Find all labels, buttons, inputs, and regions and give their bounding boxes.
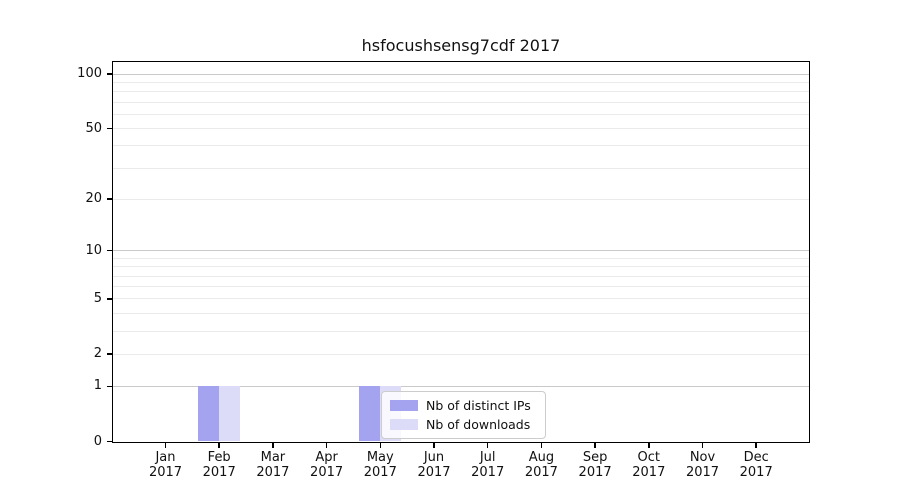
x-axis-tick-label: Sep 2017 bbox=[578, 450, 612, 480]
bars-layer bbox=[113, 62, 809, 442]
x-tick-mark bbox=[218, 443, 220, 448]
gridline-minor bbox=[113, 257, 809, 259]
gridline-minor bbox=[113, 82, 809, 83]
y-axis-tick-label: 50 bbox=[85, 120, 102, 136]
bar-downloads bbox=[218, 385, 240, 441]
x-tick-mark bbox=[272, 443, 274, 448]
x-axis-tick-label: Feb 2017 bbox=[202, 450, 236, 480]
gridline-minor bbox=[113, 101, 809, 103]
x-tick-mark bbox=[755, 443, 757, 448]
y-tick-mark bbox=[107, 298, 112, 300]
x-tick-mark bbox=[379, 443, 382, 448]
gridline-minor bbox=[113, 167, 809, 169]
legend-item-distinct-ips: Nb of distinct IPs bbox=[390, 398, 537, 413]
x-axis-tick-label: May 2017 bbox=[363, 450, 397, 480]
x-tick-mark bbox=[433, 443, 435, 448]
legend-label-downloads: Nb of downloads bbox=[426, 417, 531, 432]
gridline-minor bbox=[113, 266, 809, 268]
x-tick-mark bbox=[486, 443, 489, 448]
legend-item-downloads: Nb of downloads bbox=[390, 417, 537, 432]
x-tick-mark bbox=[325, 443, 328, 448]
x-tick-mark bbox=[540, 443, 543, 448]
y-tick-mark bbox=[107, 385, 112, 388]
legend-swatch-distinct-ips bbox=[390, 400, 418, 411]
x-axis-tick-label: Oct 2017 bbox=[632, 450, 666, 480]
x-axis-tick-label: Apr 2017 bbox=[310, 450, 344, 480]
x-axis-tick-label: Jun 2017 bbox=[417, 450, 451, 480]
gridline-major bbox=[113, 385, 809, 387]
x-tick-mark bbox=[701, 443, 704, 448]
y-tick-mark bbox=[107, 73, 112, 75]
bar-distinct-ips bbox=[197, 385, 219, 441]
y-axis-tick-label: 5 bbox=[93, 290, 102, 306]
x-axis-tick-label: Mar 2017 bbox=[256, 450, 290, 480]
x-axis-tick-label: Nov 2017 bbox=[685, 450, 720, 480]
gridline-minor bbox=[113, 145, 809, 147]
legend-swatch-downloads bbox=[390, 419, 418, 430]
x-axis-tick-label: Dec 2017 bbox=[739, 450, 773, 480]
x-axis-tick-label: Aug 2017 bbox=[524, 450, 558, 480]
y-axis-tick-label: 2 bbox=[93, 346, 102, 362]
gridlines-layer bbox=[113, 62, 809, 442]
gridline-minor bbox=[113, 128, 809, 130]
x-axis-tick-label: Jul 2017 bbox=[471, 450, 505, 480]
x-tick-mark bbox=[594, 443, 596, 448]
gridline-minor bbox=[113, 312, 809, 314]
y-tick-mark bbox=[107, 440, 112, 443]
legend: Nb of distinct IPs Nb of downloads bbox=[381, 391, 546, 439]
y-tick-mark bbox=[107, 127, 112, 130]
y-axis-tick-label: 10 bbox=[85, 242, 102, 258]
bar-distinct-ips bbox=[358, 385, 380, 441]
y-axis-tick-label: 1 bbox=[93, 378, 102, 394]
gridline-major bbox=[113, 73, 809, 75]
gridline-minor bbox=[113, 330, 809, 332]
gridline-minor bbox=[113, 298, 809, 300]
y-axis-tick-label: 100 bbox=[77, 66, 102, 82]
chart-title: hsfocushsensg7cdf 2017 bbox=[361, 36, 561, 55]
legend-label-distinct-ips: Nb of distinct IPs bbox=[426, 398, 531, 413]
gridline-minor bbox=[113, 91, 809, 93]
gridline-minor bbox=[113, 198, 809, 200]
gridline-minor bbox=[113, 286, 809, 288]
y-axis-tick-label: 20 bbox=[85, 191, 102, 207]
gridline-minor bbox=[113, 353, 809, 355]
x-axis-tick-label: Jan 2017 bbox=[148, 450, 183, 480]
y-tick-mark bbox=[107, 198, 112, 200]
gridline-major bbox=[113, 250, 809, 252]
gridline-minor bbox=[113, 113, 809, 115]
y-axis-tick-label: 0 bbox=[93, 433, 102, 449]
x-tick-mark bbox=[164, 443, 167, 448]
plot-area: Nb of distinct IPs Nb of downloads bbox=[112, 61, 810, 443]
x-tick-mark bbox=[648, 443, 650, 448]
y-tick-mark bbox=[107, 353, 112, 355]
gridline-minor bbox=[113, 275, 809, 277]
y-tick-mark bbox=[107, 249, 112, 252]
